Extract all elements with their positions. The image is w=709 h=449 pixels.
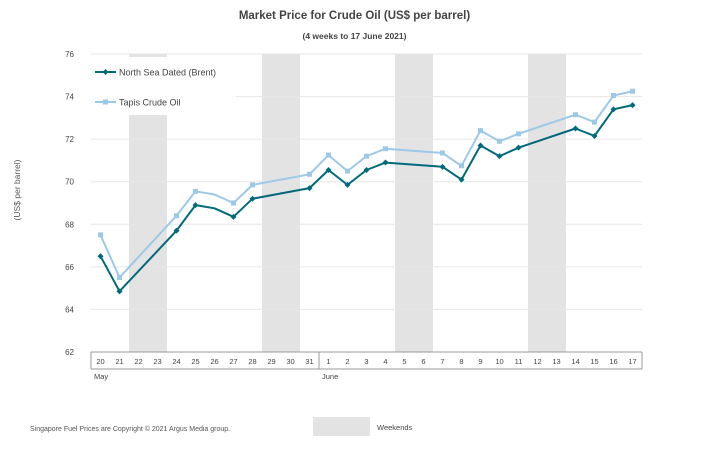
x-tick-label: 31 (305, 357, 313, 366)
tapis-point (611, 93, 616, 99)
x-tick-label: 7 (440, 357, 444, 366)
tapis-point (573, 112, 578, 118)
x-tick-label: 14 (571, 357, 579, 366)
x-tick-label: 2 (345, 357, 349, 366)
brent-point (496, 153, 503, 160)
x-tick-label: 15 (590, 357, 598, 366)
x-tick-label: 5 (402, 357, 406, 366)
brent-point (116, 288, 123, 295)
tapis-point (630, 88, 635, 94)
brent-point (363, 167, 370, 174)
x-tick-label: 8 (459, 357, 463, 366)
brent-point (344, 181, 351, 188)
legend-brent-marker (102, 69, 109, 75)
y-tick-label: 70 (65, 178, 74, 187)
y-axis-label: (US$ per barrel) (12, 159, 22, 221)
brent-point (173, 227, 180, 234)
series-layer (97, 88, 636, 295)
brent-point (591, 132, 598, 139)
tapis-point (364, 153, 369, 159)
x-tick-label: 22 (134, 357, 142, 366)
tapis-point (326, 152, 331, 158)
x-tick-label: 28 (248, 357, 256, 366)
tapis-point (383, 146, 388, 152)
x-tick-label: 10 (495, 357, 503, 366)
tapis-point (516, 131, 521, 137)
brent-point (477, 142, 484, 149)
x-tick-label: 16 (609, 357, 617, 366)
y-tick-label: 74 (65, 93, 74, 102)
x-tick-label: 25 (191, 357, 199, 366)
tapis-point (307, 171, 312, 177)
x-tick-label: 12 (533, 357, 541, 366)
weekend-band (262, 54, 300, 352)
x-tick-label: 20 (96, 357, 104, 366)
brent-point (458, 176, 465, 183)
y-tick-label: 72 (65, 135, 74, 144)
weekend-legend-label: Weekends (377, 423, 413, 432)
x-tick-label: 11 (515, 357, 523, 366)
x-month-label: June (322, 372, 338, 381)
weekend-band (395, 54, 433, 352)
y-tick-label: 68 (65, 220, 74, 229)
x-tick-label: 29 (267, 357, 275, 366)
x-axis: 20 21 22 23 24 25 26 27 28 29 30 31 1 2 3 4 5 6 7 8 9 10 11 12 1… (90, 351, 643, 381)
legend: North Sea Dated (Brent) Tapis Crude Oil (91, 57, 236, 115)
brent-point (192, 202, 199, 209)
chart-subtitle: (4 weeks to 17 June 2021) (302, 31, 407, 41)
tapis-point (231, 200, 236, 206)
y-tick-label: 62 (65, 348, 74, 357)
legend-tapis-marker (103, 99, 108, 105)
tapis-point (117, 275, 122, 280)
tapis-point (250, 182, 255, 188)
legend-brent-label: North Sea Dated (Brent) (119, 68, 216, 78)
tapis-point (592, 119, 597, 125)
x-tick-label: 27 (229, 357, 237, 366)
tapis-point (440, 150, 445, 156)
legend-background (91, 57, 236, 115)
brent-point (629, 102, 636, 109)
x-tick-label: 21 (115, 357, 123, 366)
legend-tapis-label: Tapis Crude Oil (119, 98, 181, 108)
x-tick-label: 4 (383, 357, 387, 366)
y-axis-ticks: 62 64 66 68 70 72 74 76 (65, 50, 74, 357)
weekend-band (528, 54, 566, 352)
tapis-point (459, 163, 464, 169)
brent-point (515, 144, 522, 151)
x-tick-label: 26 (210, 357, 218, 366)
copyright-footnote: Singapore Fuel Prices are Copyright © 20… (30, 426, 231, 433)
brent-point (325, 167, 332, 174)
brent-point (572, 125, 579, 132)
x-tick-label: 1 (326, 357, 330, 366)
y-tick-label: 64 (65, 305, 74, 314)
tapis-point (174, 213, 179, 219)
brent-point (306, 185, 313, 192)
brent-point (382, 159, 389, 166)
chart-title: Market Price for Crude Oil (US$ per barr… (238, 10, 471, 22)
x-tick-label: 6 (421, 357, 425, 366)
y-tick-label: 66 (65, 263, 74, 272)
brent-point (97, 253, 104, 260)
x-month-label: May (94, 372, 108, 381)
tapis-point (98, 232, 103, 238)
tapis-point (497, 138, 502, 144)
brent-point (439, 163, 446, 170)
weekend-legend-swatch (313, 417, 370, 436)
x-tick-label: 24 (172, 357, 180, 366)
x-tick-label: 3 (364, 357, 368, 366)
x-tick-label: 9 (478, 357, 482, 366)
brent-point (249, 195, 256, 202)
tapis-point (478, 128, 483, 134)
tapis-point (345, 168, 350, 174)
x-tick-label: 30 (286, 357, 294, 366)
y-tick-label: 76 (65, 50, 74, 59)
x-tick-label: 23 (153, 357, 161, 366)
brent-point (610, 106, 617, 113)
x-tick-label: 17 (628, 357, 636, 366)
brent-point (230, 213, 237, 220)
tapis-point (193, 188, 198, 194)
x-tick-label: 13 (552, 357, 560, 366)
